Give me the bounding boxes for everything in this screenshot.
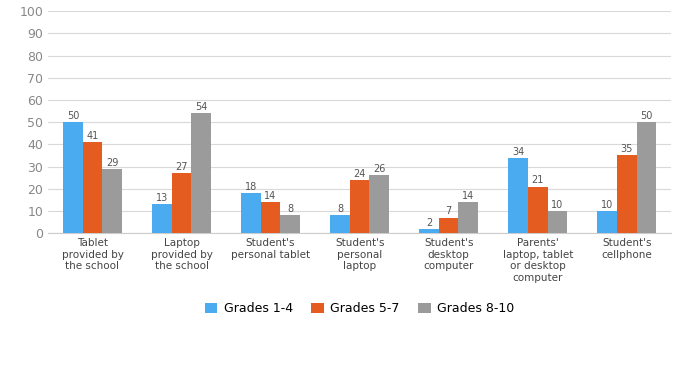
Bar [83, 142, 102, 233]
Bar [152, 204, 172, 233]
Text: 10: 10 [551, 200, 564, 210]
Text: 50: 50 [640, 111, 653, 121]
Text: 2: 2 [426, 218, 432, 227]
Text: 41: 41 [86, 131, 99, 141]
Bar [172, 173, 191, 233]
Text: 35: 35 [621, 144, 633, 155]
Text: 18: 18 [245, 182, 257, 192]
Text: 34: 34 [512, 147, 524, 156]
Bar [261, 202, 280, 233]
Text: 50: 50 [66, 111, 79, 121]
Bar [191, 113, 211, 233]
Text: 8: 8 [287, 204, 293, 214]
Bar [419, 229, 439, 233]
Text: 27: 27 [175, 162, 188, 172]
Text: 54: 54 [195, 102, 208, 112]
Bar [597, 211, 617, 233]
Bar [458, 202, 478, 233]
Text: 7: 7 [445, 206, 452, 217]
Bar [63, 122, 83, 233]
Text: 14: 14 [462, 191, 475, 201]
Bar [241, 193, 261, 233]
Bar [369, 176, 389, 233]
Text: 8: 8 [337, 204, 343, 214]
Bar [439, 218, 458, 233]
Text: 13: 13 [155, 193, 168, 203]
Bar [547, 211, 567, 233]
Bar [636, 122, 656, 233]
Text: 29: 29 [106, 158, 119, 168]
Bar [617, 156, 636, 233]
Bar [330, 215, 350, 233]
Text: 21: 21 [532, 176, 544, 185]
Text: 10: 10 [601, 200, 613, 210]
Legend: Grades 1-4, Grades 5-7, Grades 8-10: Grades 1-4, Grades 5-7, Grades 8-10 [200, 297, 519, 320]
Bar [528, 186, 547, 233]
Bar [350, 180, 369, 233]
Bar [280, 215, 300, 233]
Bar [102, 169, 122, 233]
Bar [508, 158, 528, 233]
Text: 14: 14 [264, 191, 277, 201]
Text: 26: 26 [373, 164, 386, 174]
Text: 24: 24 [353, 169, 366, 179]
